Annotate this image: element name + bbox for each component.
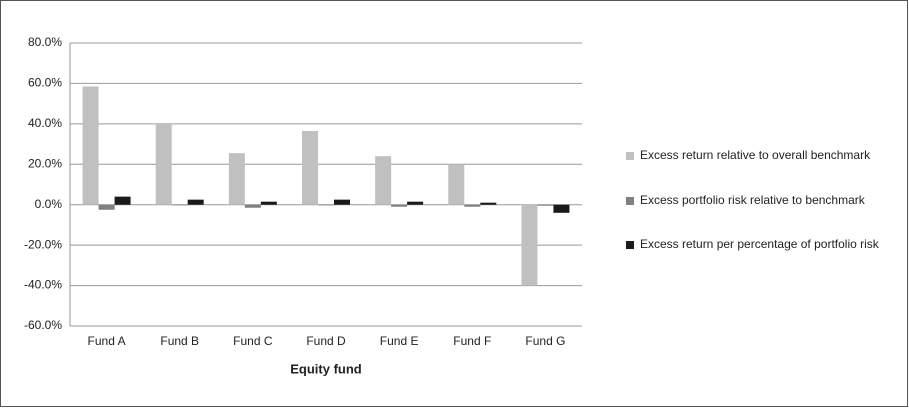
y-tick-label: 80.0% (28, 35, 62, 49)
x-tick-label: Fund G (525, 334, 565, 348)
legend-label: Excess return relative to overall benchm… (640, 148, 871, 162)
bar (260, 201, 277, 205)
bar (318, 204, 334, 206)
x-axis-label: Equity fund (290, 361, 362, 376)
bar (553, 204, 570, 213)
bar (334, 199, 350, 205)
x-tick-label: Fund A (88, 334, 126, 348)
legend-swatch (626, 152, 634, 160)
y-tick-label: 40.0% (28, 116, 62, 130)
x-tick-label: Fund D (306, 334, 346, 348)
x-tick-label: Fund F (453, 334, 491, 348)
y-tick-label: 20.0% (28, 156, 62, 170)
bar (302, 130, 318, 205)
bar (375, 156, 392, 205)
x-tick-label: Fund C (233, 334, 273, 348)
bar (244, 204, 261, 208)
legend-swatch (626, 241, 634, 249)
bar (187, 199, 204, 205)
y-tick-label: -60.0% (24, 318, 62, 332)
bar (407, 201, 424, 205)
bar (171, 204, 188, 206)
legend-swatch (626, 197, 634, 205)
y-tick-label: -40.0% (24, 278, 62, 292)
y-tick-label: 0.0% (35, 197, 63, 211)
bar (114, 196, 131, 205)
y-tick-label: -20.0% (24, 237, 62, 251)
bar (448, 164, 465, 205)
bar (228, 153, 245, 205)
bar (464, 204, 481, 207)
y-tick-label: 60.0% (28, 76, 62, 90)
legend-label: Excess return per percentage of portfoli… (640, 237, 880, 251)
bar (82, 86, 99, 205)
bar (391, 204, 408, 207)
bar (480, 202, 497, 205)
legend-label: Excess portfolio risk relative to benchm… (640, 193, 866, 207)
x-tick-label: Fund B (160, 334, 199, 348)
bar (521, 204, 538, 286)
bar (98, 204, 115, 210)
bar (537, 204, 554, 206)
x-tick-label: Fund E (380, 334, 419, 348)
bar (155, 123, 172, 205)
